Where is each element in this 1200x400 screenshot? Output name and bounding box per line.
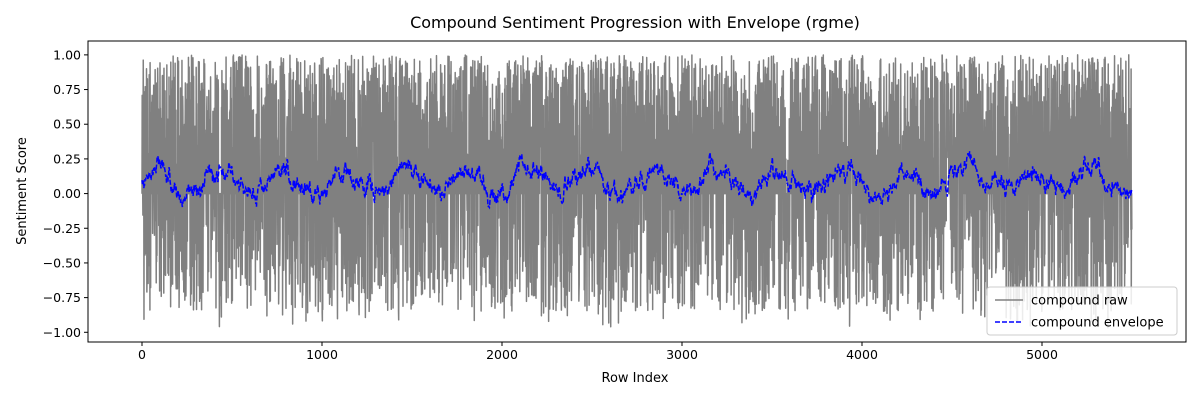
y-axis-label: Sentiment Score [15, 137, 30, 245]
x-tick-label: 4000 [846, 347, 878, 362]
legend: compound raw compound envelope [986, 286, 1178, 336]
y-tick-label: −1.00 [43, 325, 81, 340]
y-tick-label: 0.00 [53, 186, 81, 201]
x-tick-label: 1000 [306, 347, 338, 362]
y-tick-label: 0.75 [53, 82, 81, 97]
x-tick-label: 3000 [666, 347, 698, 362]
y-tick-label: −0.25 [43, 221, 81, 236]
x-tick-label: 5000 [1026, 347, 1058, 362]
y-tick-label: −0.50 [43, 255, 81, 270]
plot-area: 0 1000 2000 3000 4000 5000 −1.00 −0.75 −0.50 −0.2… [43, 40, 1187, 362]
y-tick-label: 1.00 [53, 47, 81, 62]
legend-box [986, 286, 1178, 336]
series-compound-envelope [141, 151, 1133, 210]
y-tick-label: 0.50 [53, 117, 81, 132]
y-tick-label: 0.25 [53, 151, 81, 166]
series-compound-raw [141, 54, 1133, 329]
x-tick-label: 2000 [486, 347, 518, 362]
x-tick-label: 0 [138, 347, 146, 362]
plot-frame [87, 40, 1187, 343]
legend-label-raw: compound raw [1031, 294, 1128, 309]
x-axis-label: Row Index [602, 371, 669, 386]
y-tick-label: −0.75 [43, 290, 81, 305]
chart-title: Compound Sentiment Progression with Enve… [410, 13, 860, 32]
legend-label-envelope: compound envelope [1031, 316, 1164, 331]
